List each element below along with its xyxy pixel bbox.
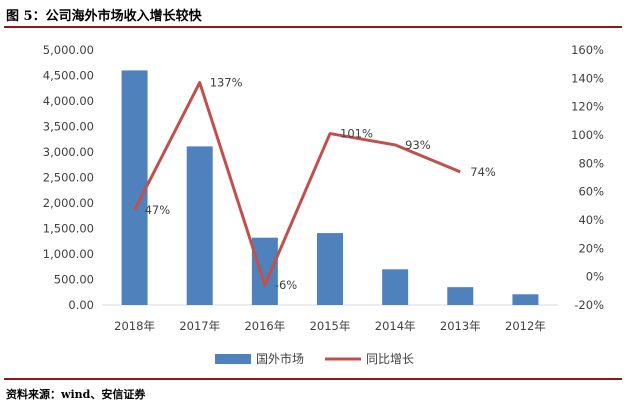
growth-line (133, 81, 461, 287)
right-axis-tick-label: 0% (586, 270, 604, 284)
left-axis-tick-label: 3,000.00 (43, 145, 94, 159)
bottom-rule (4, 378, 622, 380)
right-axis-tick-label: 40% (578, 213, 604, 227)
right-axis-tick-label: 140% (571, 71, 604, 85)
x-axis-tick-label: 2016年 (244, 319, 285, 333)
figure-title: 图 5：公司海外市场收入增长较快 (6, 9, 202, 24)
left-axis-tick-label: 1,500.00 (43, 222, 94, 236)
legend: 国外市场 同比增长 (215, 351, 414, 366)
left-axis-tick-label: 2,000.00 (43, 196, 94, 210)
bar-series (121, 70, 539, 306)
x-axis-ticks: 2018年 2017年 2016年 2015年 2014年 2013年 2012年 (114, 319, 546, 333)
left-axis-tick-label: 4,000.00 (43, 94, 94, 108)
bar (512, 294, 539, 305)
line-data-labels: 47% 137% -6% 101% 93% 74% (145, 76, 496, 293)
legend-bar-label: 国外市场 (256, 351, 304, 366)
combo-chart: 0.00 500.00 1,000.00 1,500.00 2,000.00 2,500.… (43, 43, 604, 366)
top-rule (4, 26, 622, 28)
left-axis-tick-label: 3,500.00 (43, 120, 94, 134)
bar (447, 287, 474, 305)
right-axis-ticks: -20% 0% 20% 40% 60% 80% 100% 120% 140% 160% (571, 43, 604, 312)
bar (382, 269, 409, 305)
legend-bar-swatch (215, 354, 251, 364)
bar (121, 70, 148, 306)
x-axis-tick-label: 2012年 (505, 319, 546, 333)
left-axis-tick-label: 1,000.00 (43, 247, 94, 261)
right-axis-tick-label: 120% (571, 100, 604, 114)
x-axis-tick-label: 2015年 (310, 319, 351, 333)
x-axis-tick-label: 2014年 (375, 319, 416, 333)
right-axis-tick-label: 160% (571, 43, 604, 57)
x-axis-tick-label: 2017年 (179, 319, 220, 333)
right-axis-tick-label: 20% (578, 241, 604, 255)
line-data-label: 93% (405, 138, 431, 152)
bar (186, 146, 213, 305)
right-axis-tick-label: 100% (571, 128, 604, 142)
left-axis-tick-label: 0.00 (68, 298, 94, 312)
x-axis-tick-label: 2013年 (440, 319, 481, 333)
right-axis-tick-label: -20% (574, 298, 604, 312)
left-axis-tick-label: 5,000.00 (43, 43, 94, 57)
line-data-label: 74% (470, 165, 496, 179)
left-axis-tick-label: 4,500.00 (43, 69, 94, 83)
x-axis-tick-label: 2018年 (114, 319, 155, 333)
bar (317, 233, 343, 305)
left-axis-ticks: 0.00 500.00 1,000.00 1,500.00 2,000.00 2,500.… (43, 43, 94, 312)
line-data-label: 137% (210, 76, 243, 90)
left-axis-tick-label: 2,500.00 (43, 171, 94, 185)
right-axis-tick-label: 60% (578, 185, 604, 199)
bar (251, 237, 278, 305)
source-note: 资料来源：wind、安信证券 (6, 388, 146, 401)
right-axis-tick-label: 80% (578, 156, 604, 170)
legend-line-label: 同比增长 (366, 352, 414, 366)
line-data-label: 47% (145, 203, 171, 217)
line-data-label: -6% (275, 278, 297, 292)
left-axis-tick-label: 500.00 (54, 273, 94, 287)
line-data-label: 101% (340, 127, 373, 141)
